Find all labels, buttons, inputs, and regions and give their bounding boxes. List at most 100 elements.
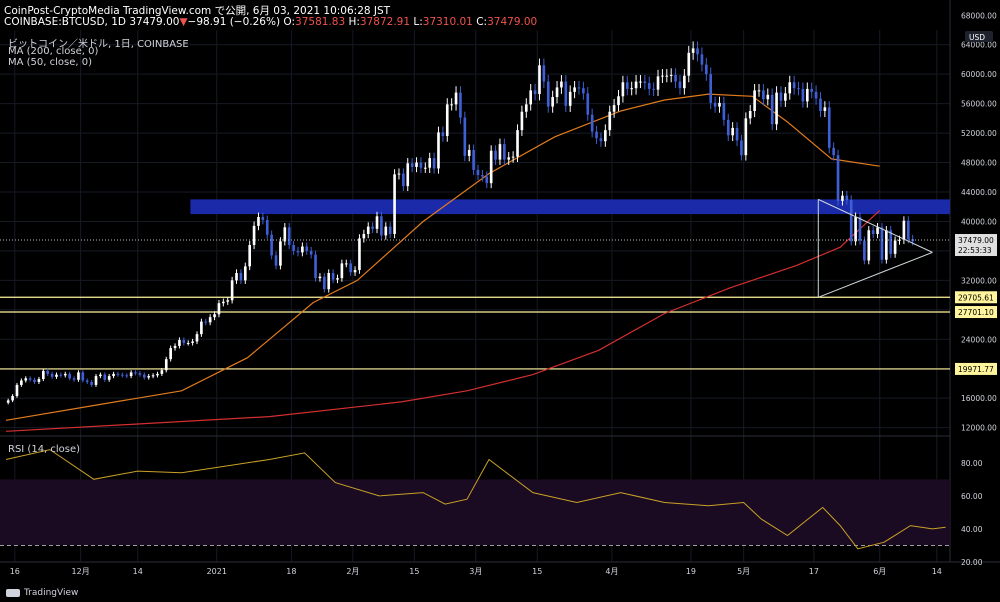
candle-body xyxy=(252,225,256,246)
candle-body xyxy=(489,150,493,184)
candle-body xyxy=(142,374,146,378)
candle-body xyxy=(279,241,282,266)
candle-body xyxy=(481,175,484,177)
ohlc-header: COINBASE:BTCUSD, 1D 37479.00▼−98.91 (−0.… xyxy=(4,16,537,28)
candle-body xyxy=(770,94,774,125)
candle-body xyxy=(485,176,489,184)
candle-body xyxy=(46,370,50,374)
candle-body xyxy=(836,155,840,201)
candle-body xyxy=(292,245,295,251)
candle-body xyxy=(713,102,717,107)
currency-label: USD xyxy=(969,33,985,42)
candle-body xyxy=(99,374,102,377)
support-price-label: 29705.61 xyxy=(958,293,994,302)
candle-body xyxy=(397,173,401,175)
candle-body xyxy=(33,379,36,382)
candle-body xyxy=(112,373,115,377)
candle-body xyxy=(331,273,335,280)
candle-body xyxy=(661,75,664,77)
time-axis[interactable]: 16 12月 14 2021 18 2月 15 3月 15 4月 19 5月 17 6月 14 xyxy=(10,567,942,576)
candle-body xyxy=(775,92,778,125)
current-price-label: 37479.00 xyxy=(958,236,994,245)
resistance-band xyxy=(190,199,950,215)
candle-body xyxy=(173,345,177,349)
price-tick-label: 32000.00 xyxy=(961,276,997,285)
publish-info: CoinPost-CryptoMedia TradingView.com で公開… xyxy=(4,5,391,17)
candle-body xyxy=(182,340,186,343)
candle-body xyxy=(871,230,875,234)
chart-grid xyxy=(0,0,1000,563)
moving-averages xyxy=(5,93,881,432)
candle-body xyxy=(59,374,63,376)
candle-body xyxy=(845,195,849,201)
candle-body xyxy=(718,102,721,107)
price-tick-label: 60000.00 xyxy=(961,70,997,79)
candle-body xyxy=(902,220,906,240)
support-price-label-bg xyxy=(955,362,997,375)
legend-rsi[interactable]: RSI (14, close) xyxy=(8,444,81,455)
candle-body xyxy=(634,81,638,89)
candle-body xyxy=(204,321,208,323)
candlesticks xyxy=(6,41,914,405)
candle-body xyxy=(11,395,14,401)
currency-badge xyxy=(965,31,993,42)
candle-body xyxy=(665,75,669,77)
symmetric-triangle xyxy=(817,198,933,298)
price-axis[interactable]: 12000.0016000.0020000.0024000.0028000.00… xyxy=(961,11,997,567)
candle-body xyxy=(305,246,309,251)
candle-body xyxy=(748,111,752,119)
candle-body xyxy=(77,372,80,380)
candle-body xyxy=(15,384,19,396)
candle-body xyxy=(472,150,475,170)
candle-body xyxy=(261,217,265,220)
change: −98.91 (−0.26%) xyxy=(187,16,281,28)
candle-body xyxy=(309,250,313,255)
time-tick-label: 16 xyxy=(10,567,20,576)
tradingview-logo[interactable]: TradingView xyxy=(6,588,78,598)
candle-body xyxy=(467,150,471,156)
candle-body xyxy=(156,373,159,376)
open-label: O: xyxy=(283,16,296,28)
candle-body xyxy=(265,219,269,235)
price-tick-label: 16000.00 xyxy=(961,394,997,403)
candle-body xyxy=(577,87,581,89)
candle-body xyxy=(687,52,691,76)
candle-body xyxy=(296,250,300,253)
candle-body xyxy=(230,280,234,301)
candle-body xyxy=(226,300,230,302)
candle-body xyxy=(880,227,884,260)
triangle-upper-edge xyxy=(818,198,933,253)
legend-ma50[interactable]: MA (50, close, 0) xyxy=(8,57,93,68)
candle-body xyxy=(301,246,304,253)
candle-body xyxy=(586,93,590,115)
candle-body xyxy=(454,92,458,105)
price-tick-label: 12000.00 xyxy=(961,424,997,433)
ma50-line xyxy=(5,93,880,421)
legend-ma200[interactable]: MA (200, close, 0) xyxy=(8,46,99,57)
time-tick-label: 17 xyxy=(809,567,819,576)
candle-body xyxy=(437,132,440,169)
candle-body xyxy=(37,379,41,382)
candle-body xyxy=(380,216,383,236)
candle-body xyxy=(340,263,344,279)
candle-body xyxy=(823,107,827,111)
time-tick-label: 15 xyxy=(409,567,419,576)
candle-body xyxy=(402,173,405,187)
candle-body xyxy=(867,230,871,261)
rsi-tick-label: 60.00 xyxy=(961,492,983,501)
triangle-lower-edge xyxy=(818,251,933,298)
down-arrow-icon: ▼ xyxy=(179,16,188,28)
candle-body xyxy=(590,114,594,132)
candle-body xyxy=(323,276,326,290)
candle-body xyxy=(542,65,546,82)
candle-body xyxy=(595,131,598,139)
candle-body xyxy=(72,378,76,380)
candle-body xyxy=(186,342,190,344)
candle-body xyxy=(384,226,388,236)
candle-body xyxy=(503,144,506,160)
candle-body xyxy=(819,98,822,111)
candle-body xyxy=(863,240,866,261)
candle-body xyxy=(50,373,54,377)
candle-body xyxy=(560,81,563,88)
